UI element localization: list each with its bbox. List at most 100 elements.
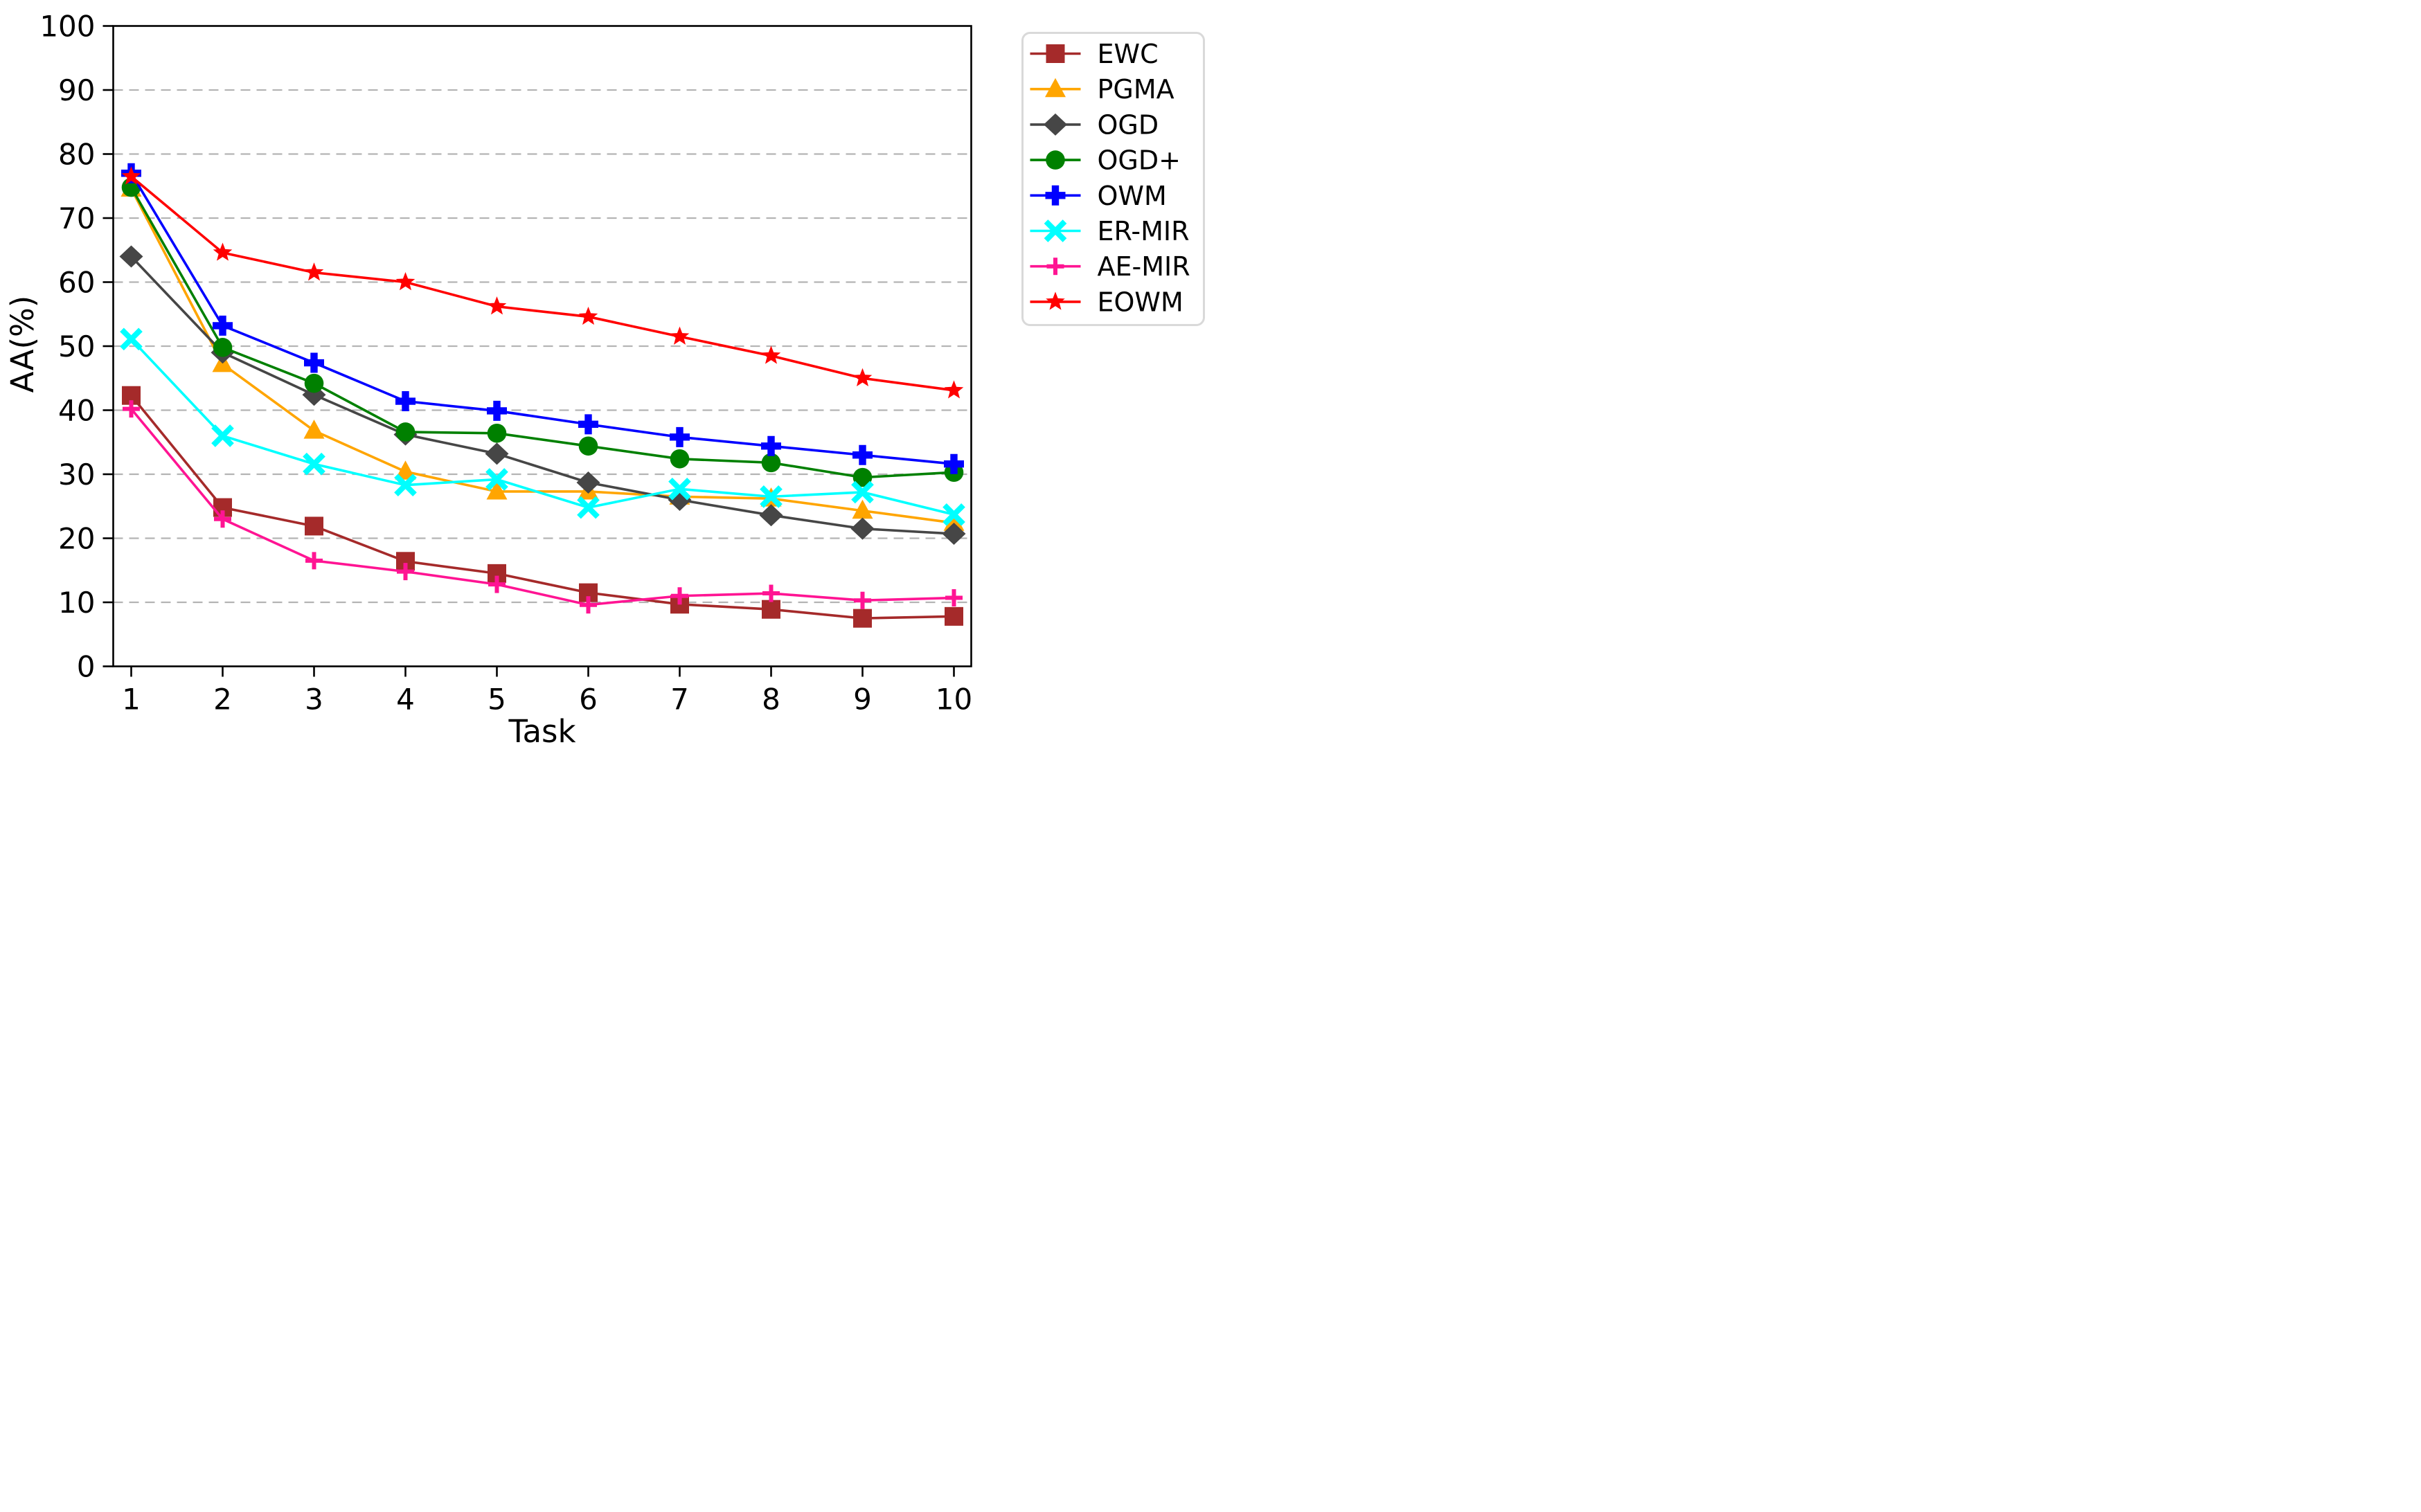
marker-ogdplus-task-6 <box>578 436 598 456</box>
marker-owm-task-8-glyph <box>761 435 781 456</box>
marker-owm-task-6-glyph <box>578 414 598 435</box>
legend-owm-marker-icon-glyph <box>1045 185 1066 206</box>
marker-er-mir-task-5 <box>485 468 508 491</box>
legend-pgma-marker-icon <box>1045 78 1066 98</box>
marker-ae-mir-task-10 <box>945 589 963 607</box>
marker-ewc-task-9 <box>853 609 872 628</box>
marker-ewc-task-8 <box>762 600 780 619</box>
series-er-mir <box>120 327 965 526</box>
marker-eowm-task-5 <box>487 296 507 315</box>
series-layer <box>119 163 966 628</box>
marker-owm-task-10-glyph <box>944 453 964 474</box>
y-tick-label-100: 100 <box>39 10 95 44</box>
marker-ogd-task-5 <box>485 442 509 465</box>
series-pgma <box>120 177 965 531</box>
marker-ogd-task-1 <box>119 245 143 268</box>
marker-ogdplus-task-8 <box>761 453 781 473</box>
y-tick-label-30: 30 <box>58 458 95 492</box>
marker-eowm-task-6-glyph <box>578 306 598 325</box>
marker-ogd-task-9 <box>850 517 875 540</box>
marker-er-mir-task-2 <box>211 424 234 447</box>
x-tick-label-5: 5 <box>488 683 506 717</box>
legend-er-mir-marker-icon <box>1044 219 1067 242</box>
marker-eowm-task-3 <box>304 262 324 281</box>
marker-er-mir-task-3 <box>303 452 325 476</box>
marker-ogdplus-task-9 <box>852 467 873 487</box>
marker-ogdplus-task-7-glyph <box>670 449 690 469</box>
marker-ae-mir-task-4 <box>397 563 414 581</box>
marker-pgma-task-4-glyph <box>395 460 416 480</box>
y-tick-label-80: 80 <box>58 138 95 172</box>
marker-owm-task-5-glyph <box>487 400 507 421</box>
y-tick-label-70: 70 <box>58 201 95 235</box>
legend-item-ewc: EWC <box>1030 39 1159 69</box>
marker-ogd-task-10-glyph <box>942 523 966 546</box>
marker-er-mir-task-7 <box>668 477 691 501</box>
legend-er-mir-marker-icon-glyph-2 <box>1044 219 1067 242</box>
marker-pgma-task-5 <box>486 480 508 500</box>
marker-eowm-task-4 <box>395 272 416 291</box>
series-line-owm <box>129 172 954 465</box>
marker-ogdplus-task-3 <box>304 373 324 393</box>
marker-er-mir-task-9 <box>851 480 874 504</box>
marker-ewc-task-3-glyph <box>305 516 323 536</box>
x-tick-label-7: 7 <box>670 683 689 717</box>
y-tick-label-50: 50 <box>58 330 95 363</box>
legend-ewc-marker-icon-glyph <box>1046 44 1065 63</box>
x-tick-label-4: 4 <box>396 683 415 717</box>
marker-eowm-task-9-glyph <box>852 368 873 386</box>
marker-er-mir-task-1 <box>120 327 143 351</box>
legend-item-ogd: OGD <box>1030 109 1159 140</box>
marker-owm-task-3-glyph <box>304 352 324 373</box>
marker-er-mir-task-5-glyph-2 <box>485 468 508 491</box>
x-tick-label-9: 9 <box>853 683 872 717</box>
marker-ogd-task-8 <box>759 504 783 527</box>
marker-owm-task-9-glyph <box>852 444 873 465</box>
marker-owm-task-7 <box>670 426 690 447</box>
marker-er-mir-task-8-glyph-2 <box>760 485 783 508</box>
legend-box <box>1021 32 1205 326</box>
y-tick-label-0: 0 <box>77 650 96 684</box>
marker-eowm-task-6 <box>578 306 598 325</box>
marker-ae-mir-task-9 <box>854 591 871 609</box>
marker-eowm-task-10 <box>944 380 964 399</box>
marker-er-mir-task-4 <box>394 474 417 497</box>
marker-ogdplus-task-3-glyph <box>304 373 324 393</box>
marker-ogd-task-1-glyph <box>119 245 143 268</box>
marker-eowm-task-10-glyph <box>944 380 964 399</box>
marker-eowm-task-8-glyph <box>761 345 781 364</box>
marker-eowm-task-7 <box>670 326 690 345</box>
y-tick-label-90: 90 <box>58 73 95 107</box>
marker-ogdplus-task-2 <box>213 338 233 357</box>
legend-ogdplus-marker-icon <box>1046 150 1065 170</box>
legend-ogdplus-marker-icon-glyph <box>1046 150 1065 170</box>
marker-ae-mir-task-7 <box>671 587 688 605</box>
series-owm <box>121 163 964 474</box>
marker-er-mir-task-3-glyph-2 <box>303 452 325 476</box>
legend-eowm-marker-icon <box>1046 291 1065 310</box>
marker-eowm-task-3-glyph <box>304 262 324 281</box>
legend-label-ogdplus: OGD+ <box>1098 145 1181 176</box>
marker-er-mir-task-10-glyph-2 <box>943 503 965 526</box>
legend-label-eowm: EOWM <box>1098 287 1183 317</box>
marker-ogdplus-task-9-glyph <box>852 467 873 487</box>
marker-er-mir-task-6 <box>577 496 600 519</box>
x-tick-label-1: 1 <box>122 683 141 717</box>
marker-ogdplus-task-4-glyph <box>395 422 416 442</box>
marker-eowm-task-2-glyph <box>213 242 233 261</box>
series-line-ewc <box>130 395 954 620</box>
series-ewc <box>122 386 963 628</box>
marker-ae-mir-task-5 <box>488 575 506 593</box>
marker-eowm-task-7-glyph <box>670 326 690 345</box>
marker-ewc-task-10-glyph <box>945 606 963 626</box>
marker-owm-task-5 <box>487 400 507 421</box>
marker-er-mir-task-8 <box>760 485 783 508</box>
marker-eowm-task-1 <box>121 166 141 185</box>
marker-owm-task-3 <box>304 352 324 373</box>
series-eowm <box>121 166 964 399</box>
legend-item-owm: OWM <box>1030 181 1167 211</box>
marker-pgma-task-9 <box>852 499 873 519</box>
marker-ae-mir-task-2 <box>214 510 231 528</box>
marker-eowm-task-4-glyph <box>395 272 416 291</box>
